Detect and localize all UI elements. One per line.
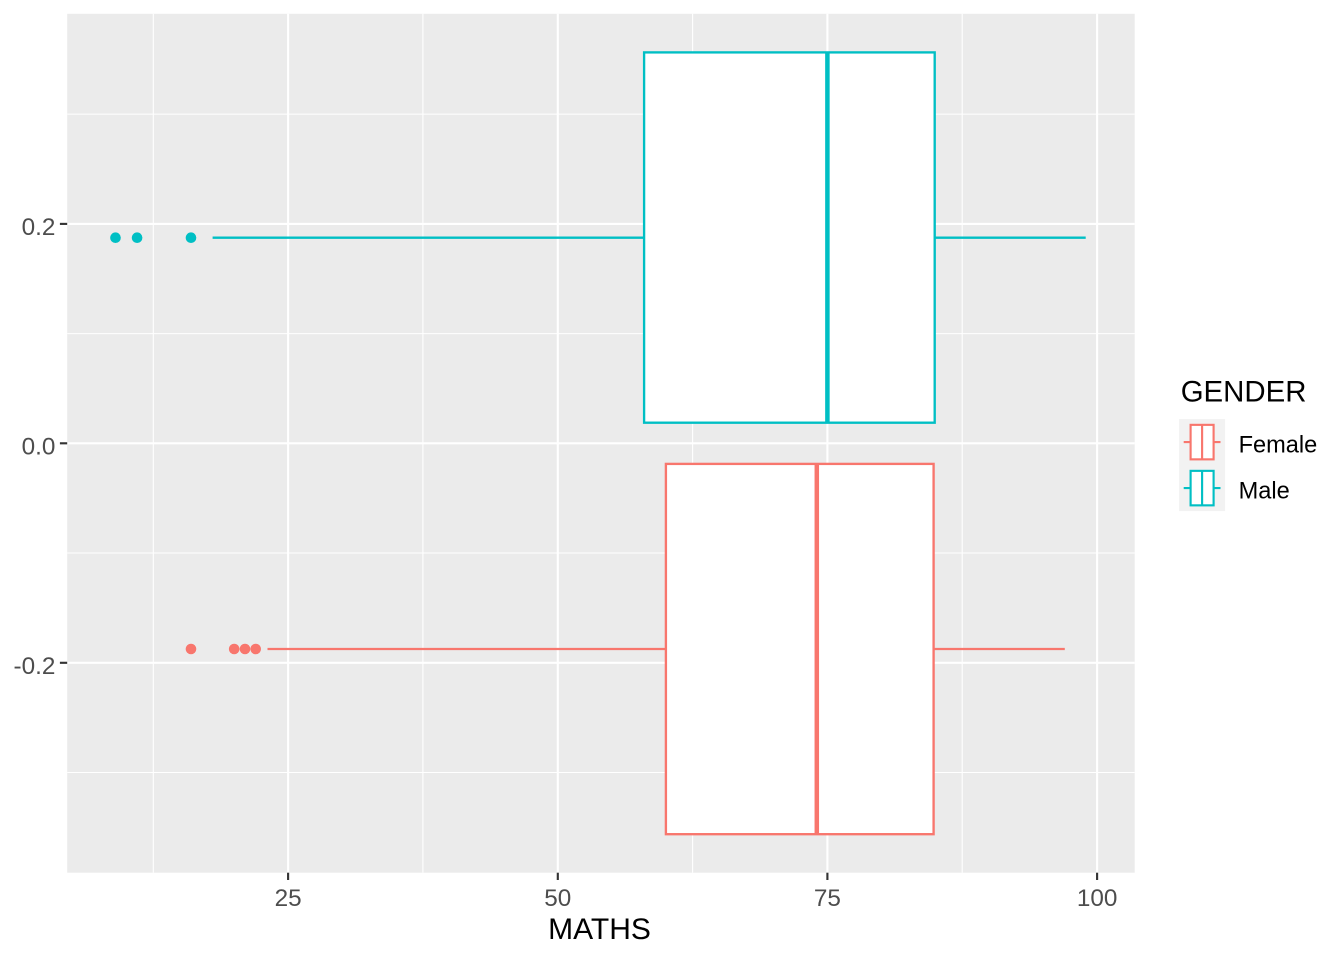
svg-text:0.2: 0.2 — [22, 214, 56, 241]
svg-text:-0.2: -0.2 — [14, 653, 56, 680]
svg-text:25: 25 — [275, 885, 302, 912]
svg-text:Male: Male — [1239, 478, 1290, 504]
svg-text:MATHS: MATHS — [548, 913, 651, 946]
svg-text:75: 75 — [814, 885, 841, 912]
svg-text:50: 50 — [544, 885, 571, 912]
svg-text:GENDER: GENDER — [1181, 376, 1307, 409]
svg-text:0.0: 0.0 — [22, 433, 56, 460]
svg-text:Female: Female — [1239, 432, 1318, 458]
svg-text:100: 100 — [1077, 885, 1118, 912]
